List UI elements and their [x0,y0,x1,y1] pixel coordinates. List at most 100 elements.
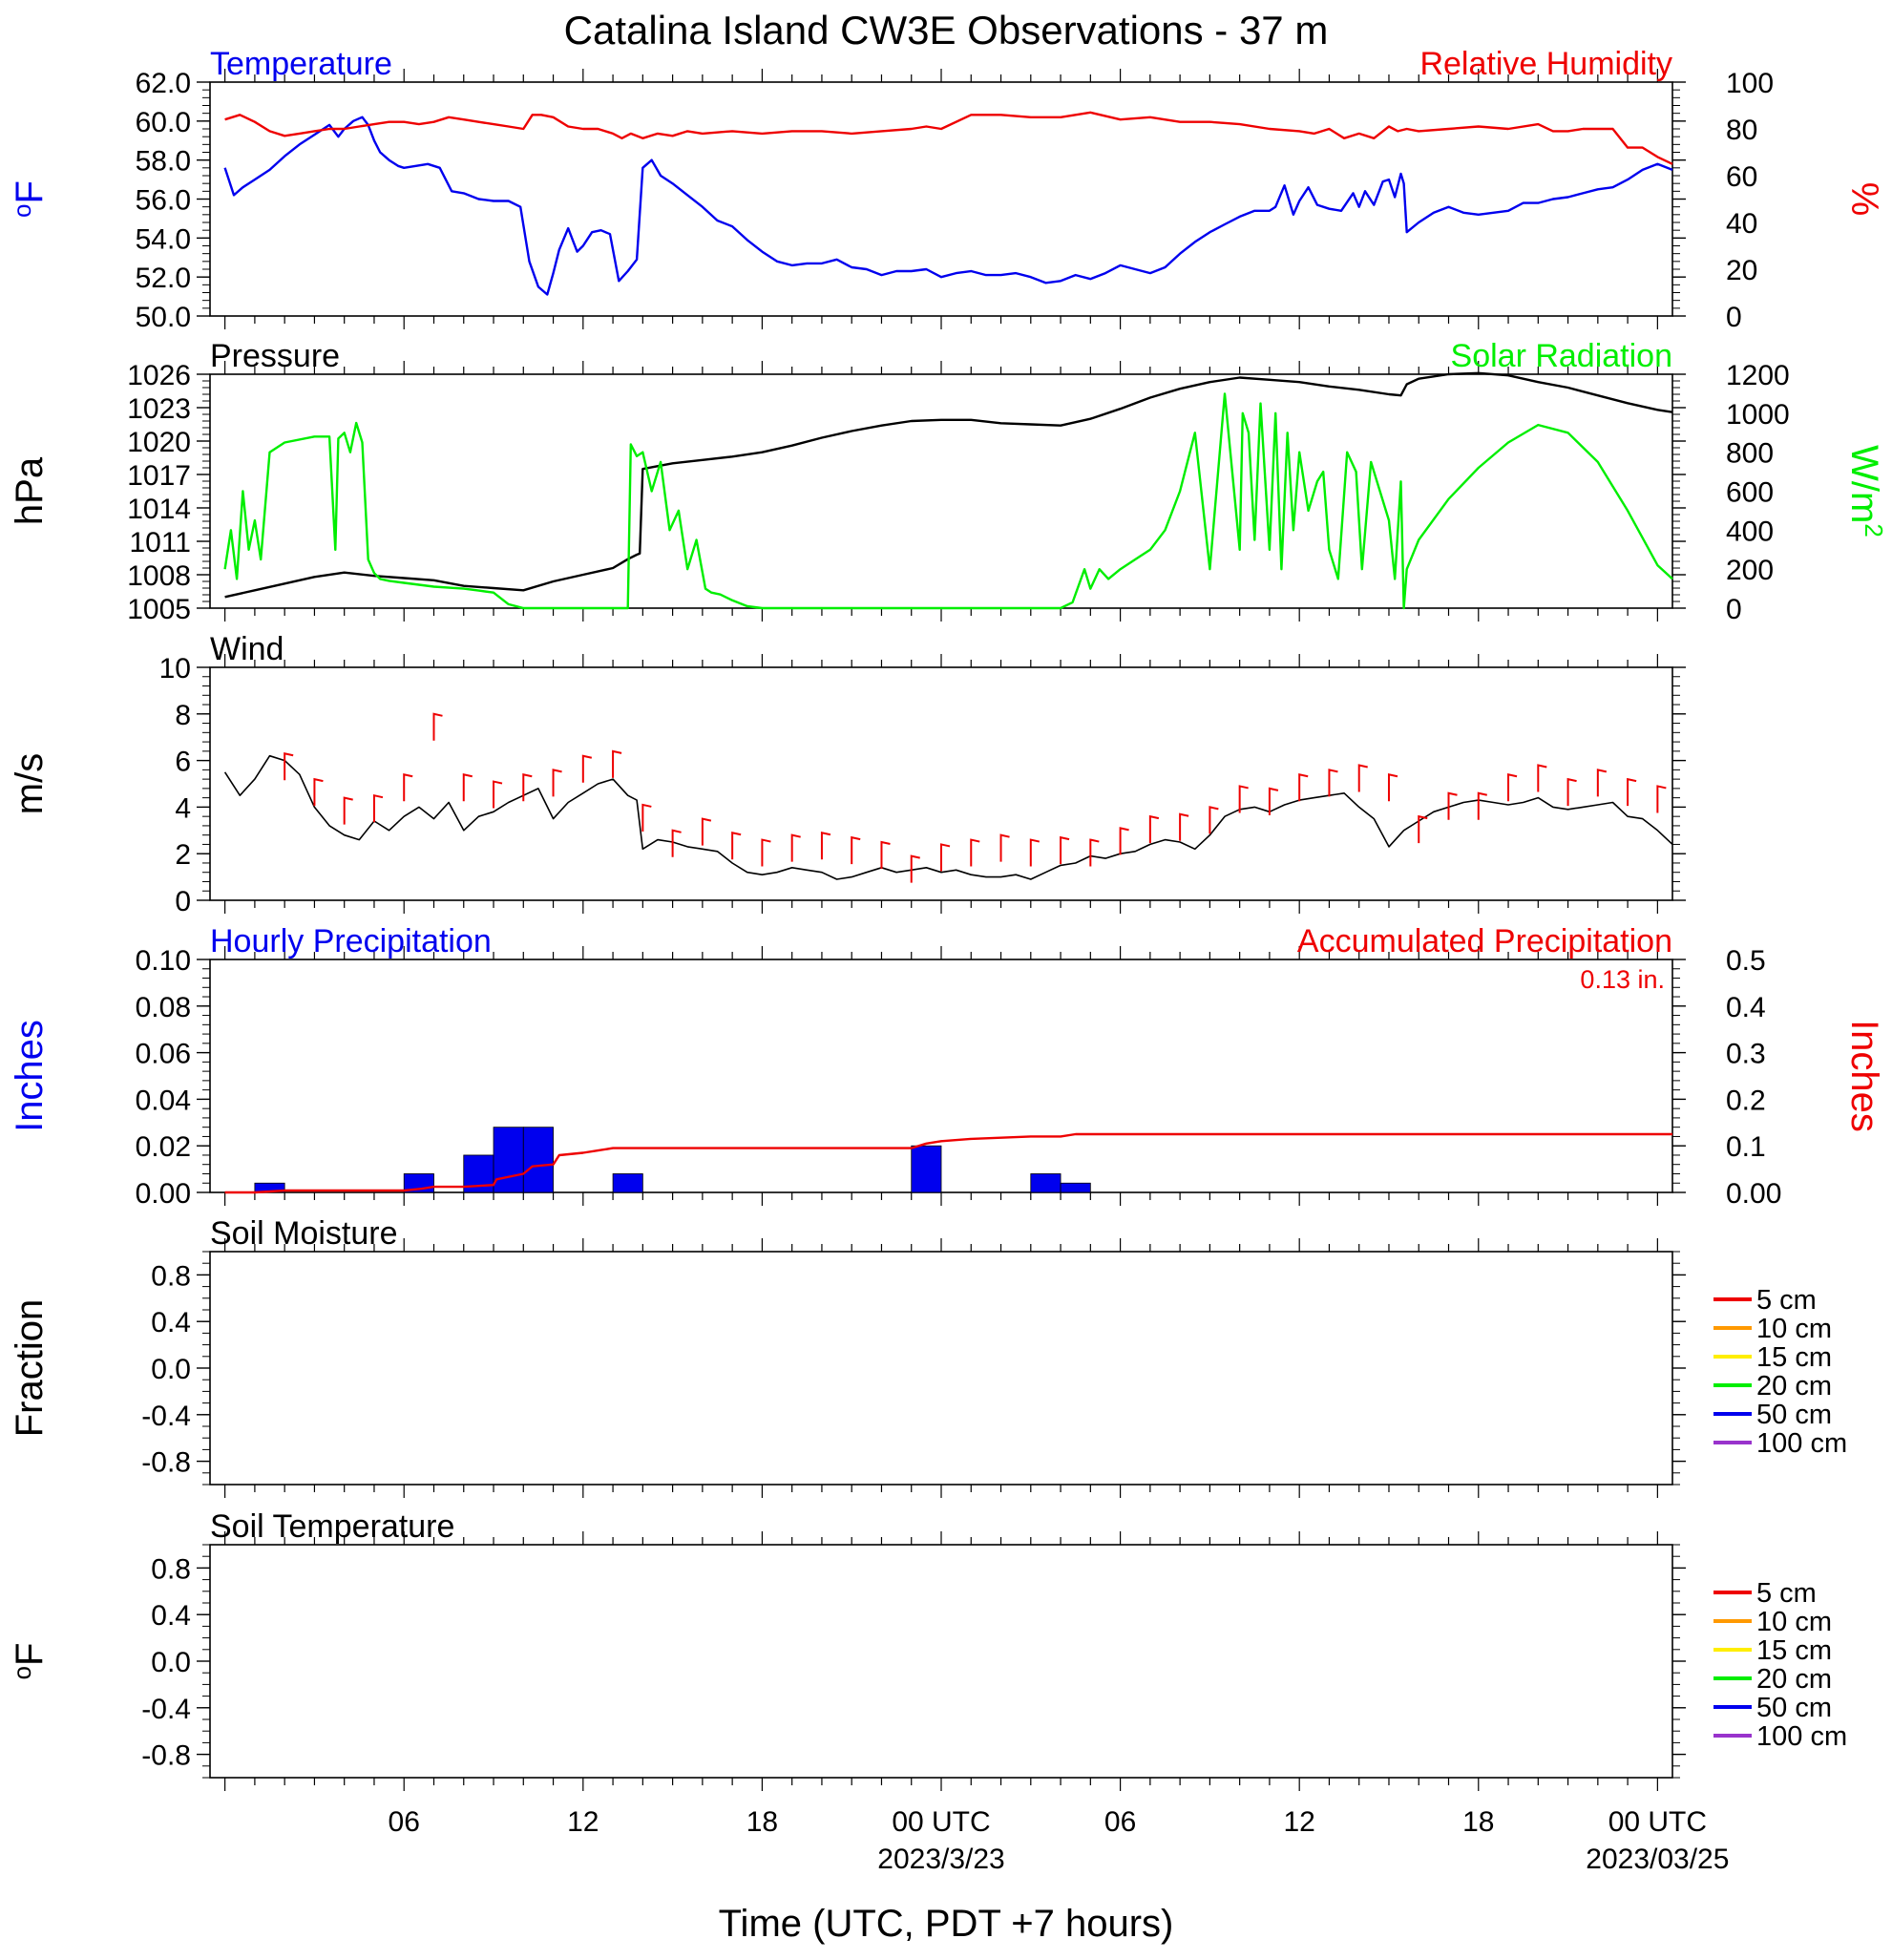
wind-y-axis-label: m/s [9,753,51,814]
temp_rh-ytick-right-label: 40 [1726,208,1757,240]
precip-ytick-right-label: 0.5 [1726,945,1766,977]
precip-ytick-label: 0.00 [136,1178,191,1210]
wind-barb [940,843,951,872]
soil_moisture-left-title: Soil Moisture [210,1215,398,1252]
wind-ytick-label: 4 [175,792,191,824]
wind-barb [313,777,324,807]
precip-ytick-right-label: 0.4 [1726,992,1766,1023]
pressure_solar-y-axis-label-right: W/m2 [1843,445,1888,537]
temp_rh-ytick-label: 60.0 [136,107,191,138]
wind-barb [1148,814,1160,844]
wind-barb [1238,785,1249,813]
soil_temperature-left-title: Soil Temperature [210,1508,454,1545]
temp_rh-ytick-label: 52.0 [136,263,191,294]
precip-bar [612,1173,643,1193]
soil_moisture-ytick-label: 0.8 [151,1260,191,1292]
panel-temp_rh: 62.0 60.0 58.0 56.0 54.0 52.0 50.0 100 80 60 40 20 0… [8,46,1885,333]
temp_rh-ytick-label: 50.0 [136,302,191,333]
pressure_solar-right-title: Solar Radiation [1451,338,1672,374]
pressure_solar-ytick-label: 1017 [127,460,191,492]
series-line-temperature [223,116,1673,296]
precip-y-axis-label-right: Inches [1843,1020,1885,1132]
wind-barb [612,749,622,778]
soil_temperature-ytick-label: -0.8 [141,1740,191,1772]
wind-barb [790,833,801,862]
wind-barb [1029,838,1041,867]
wind-barb [761,838,771,867]
wind-barb [731,831,742,860]
precip-right-title: Accumulated Precipitation [1297,923,1672,959]
pressure_solar-ytick-right-label: 0 [1726,594,1742,625]
wind-barb [671,829,682,857]
wind-barb [701,817,712,846]
soil_temperature-ytick-label: -0.4 [141,1694,191,1725]
wind-barb [1477,791,1487,820]
pressure_solar-ytick-label: 1023 [127,393,191,425]
precip-ytick-label: 0.06 [136,1039,191,1070]
temp_rh-right-title: Relative Humidity [1419,46,1672,82]
accumulated-total-annotation: 0.13 in. [1580,965,1665,994]
wind-barb [1537,764,1547,792]
precip-ytick-right-label: 0.2 [1726,1085,1766,1116]
wind-barb [462,772,473,802]
precip-ytick-right-label: 0.1 [1726,1131,1766,1163]
legend-label: 100 cm [1756,1721,1847,1752]
pressure_solar-ytick-label: 1011 [129,527,191,558]
precip-bar [522,1127,554,1193]
pressure_solar-ytick-right-label: 1200 [1726,360,1790,391]
wind-ytick-label: 10 [159,653,191,685]
pressure_solar-ytick-right-label: 800 [1726,438,1774,470]
wind-barb [552,769,562,797]
x-tick-label: 00 UTC [892,1806,990,1838]
wind-barb [999,833,1010,862]
legend-label: 5 cm [1756,1285,1817,1316]
pressure_solar-ytick-right-label: 400 [1726,516,1774,547]
soil_moisture-ytick-label: -0.4 [141,1401,191,1432]
soil_temperature-ytick-label: 0.8 [151,1553,191,1585]
panel-precip: 0.10 0.08 0.06 0.04 0.02 0.00 0.5 0.4 0.3 0.2 0.1 0… [9,923,1885,1210]
soil_moisture-ytick-label: -0.8 [141,1447,191,1479]
wind-barb [1179,812,1189,841]
wind-barb [581,754,593,783]
soil_moisture-y-axis-label: Fraction [9,1299,51,1438]
wind-barb [970,838,980,867]
temp_rh-ytick-label: 58.0 [136,146,191,178]
precip-y-axis-label: Inches [9,1020,51,1132]
wind-barb [851,835,861,865]
precip-ytick-right-label: 0.3 [1726,1039,1766,1070]
pressure_solar-plot-frame [209,373,1673,609]
wind-left-title: Wind [210,631,284,667]
figure-title: Catalina Island CW3E Observations - 37 m [564,8,1329,53]
wind-barb [1387,772,1398,802]
pressure_solar-ytick-right-label: 1000 [1726,399,1790,431]
wind-barb [1298,772,1309,802]
x-tick-label: 06 [1104,1806,1136,1838]
series-line-relative-humidity [224,111,1673,165]
wind-barb [343,796,353,825]
wind-barb [820,831,831,860]
panel-soil_moisture: 0.8 0.4 0.0 -0.4 -0.8 Soil Moisture Fraction 5 … [9,1215,1847,1498]
series-line-accumulated-precipitation [224,1132,1672,1194]
temp_rh-ytick-right-label: 80 [1726,115,1757,146]
wind-ytick-label: 8 [175,700,191,731]
legend-label: 50 cm [1756,1400,1832,1430]
soil_moisture-ytick-label: 0.4 [151,1307,191,1338]
wind-barb [1656,785,1667,813]
precip-ytick-label: 0.04 [136,1085,191,1116]
precip-ytick-label: 0.10 [136,945,191,977]
x-tick-label: 00 UTC [1608,1806,1707,1838]
pressure_solar-ytick-label: 1020 [127,427,191,458]
precip-ytick-right-label: 0.00 [1726,1178,1781,1210]
legend-label: 20 cm [1756,1371,1832,1402]
precip-ytick-label: 0.02 [136,1131,191,1163]
wind-ytick-label: 6 [175,747,191,778]
wind-barb [1119,827,1129,855]
legend-label: 20 cm [1756,1664,1832,1695]
wind-barb [1209,806,1219,834]
pressure_solar-ytick-label: 1026 [127,360,191,391]
wind-barb [372,793,384,823]
wind-barb [1418,814,1428,844]
wind-ytick-label: 2 [175,839,191,871]
